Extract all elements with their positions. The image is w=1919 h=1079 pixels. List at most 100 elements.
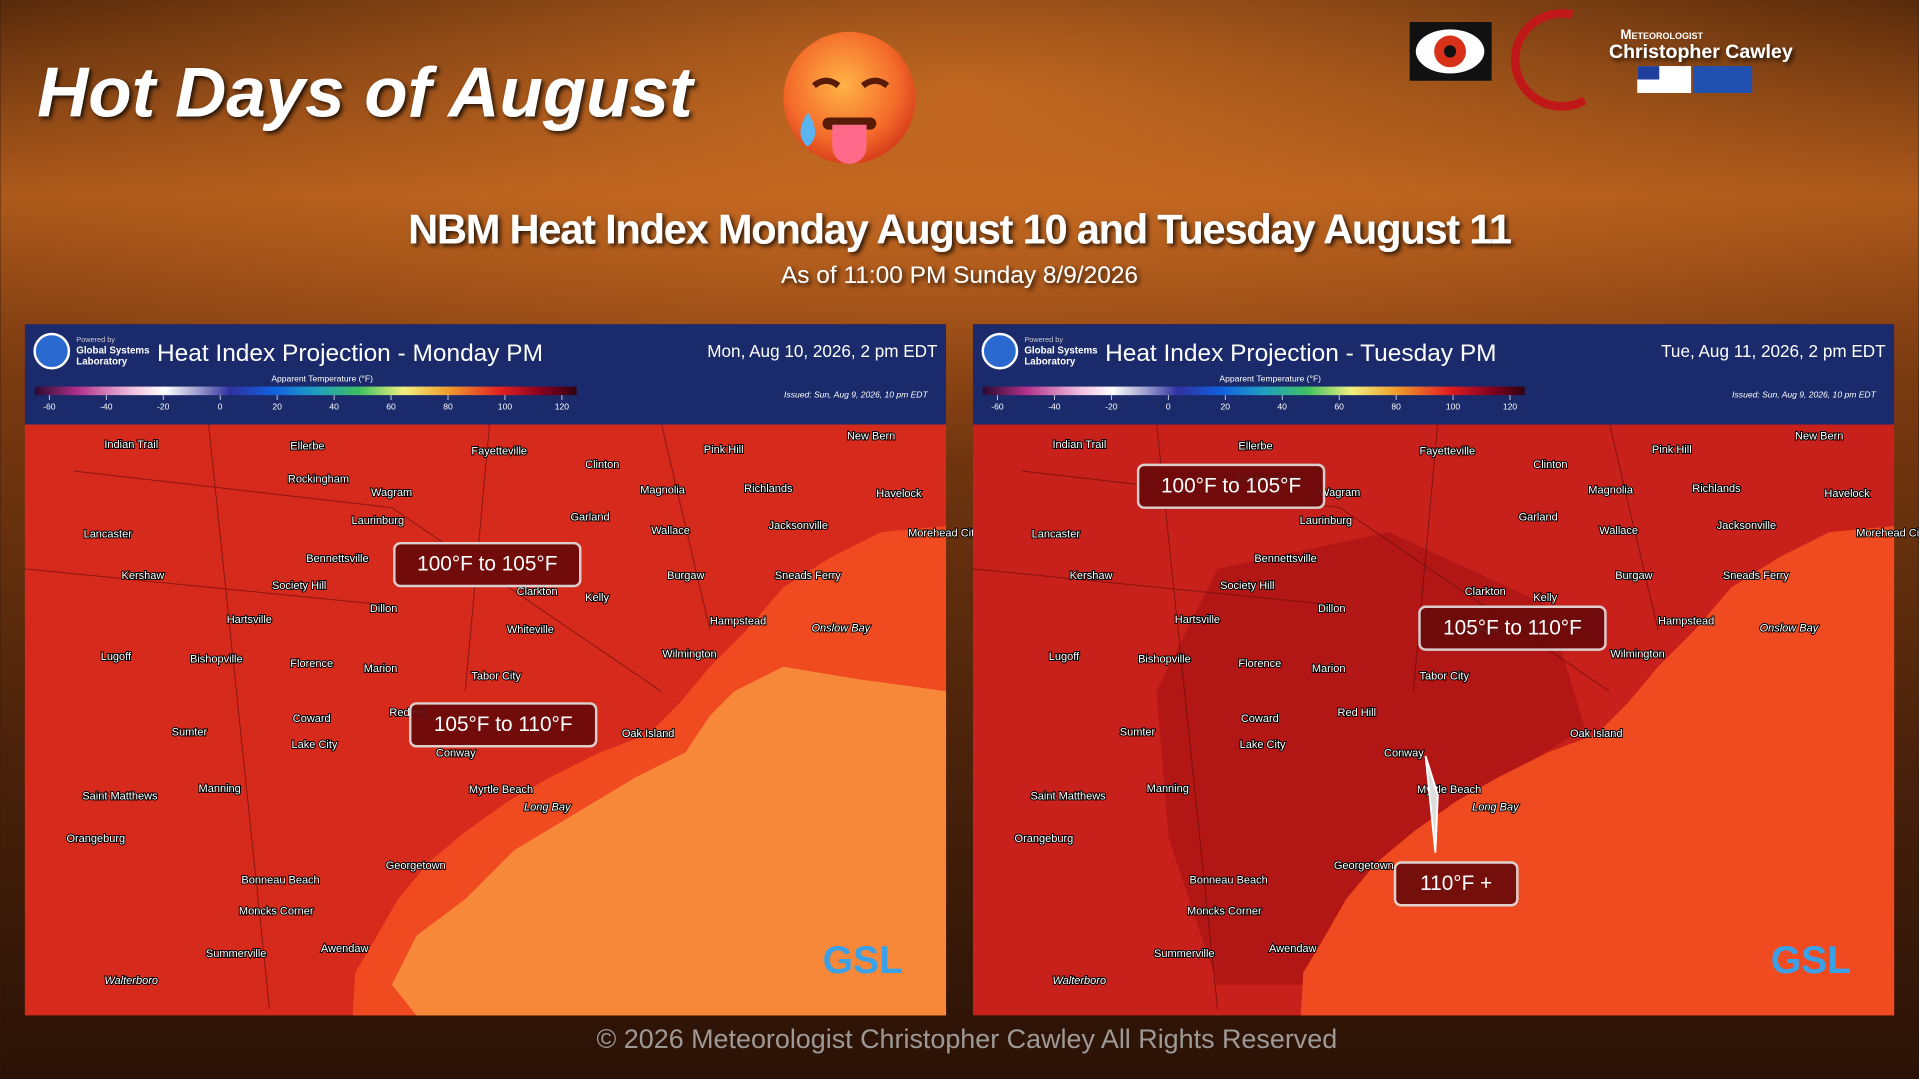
city-label: Wallace (1599, 525, 1638, 537)
colorbar-tick-label: 40 (329, 402, 339, 412)
city-label: Onslow Bay (811, 623, 871, 635)
city-label: Moncks Corner (1187, 905, 1262, 917)
city-label: Morehead City (908, 527, 980, 539)
city-label: Saint Matthews (1030, 790, 1106, 802)
org-name: Global Systems (1024, 346, 1098, 357)
city-label: Lancaster (1032, 529, 1081, 541)
city-label: Walterboro (104, 975, 158, 987)
city-label: Bishopville (1138, 653, 1191, 665)
noaa-logo (981, 332, 1019, 370)
footer: © 2026 Meteorologist Christopher Cawley … (597, 1024, 1338, 1054)
city-label: Morehead City (1856, 527, 1919, 539)
city-label: Havelock (876, 488, 922, 500)
colorbar-tick-label: 0 (218, 402, 223, 412)
colorbar-tick-label: -20 (157, 402, 170, 412)
city-label: Garland (1519, 511, 1558, 523)
city-label: Kershaw (1070, 570, 1113, 582)
city-label: Orangeburg (66, 833, 125, 845)
city-label: Clinton (585, 459, 619, 471)
range-label: 110°F + (1420, 872, 1492, 895)
city-label: Moncks Corner (239, 905, 314, 917)
city-label: Clarkton (1465, 586, 1506, 598)
org-name: Laboratory (1024, 357, 1076, 368)
city-label: Hartsville (227, 614, 272, 626)
colorbar-tick-label: 80 (1391, 402, 1401, 412)
range-label: 100°F to 105°F (417, 553, 557, 576)
city-label: Conway (436, 747, 476, 759)
city-label: Coward (1241, 713, 1279, 725)
org-powered: Powered by (76, 335, 115, 344)
city-label: Bishopville (190, 653, 243, 665)
city-label: Sumter (172, 727, 208, 739)
range-box (393, 541, 582, 588)
org-name: Laboratory (76, 357, 128, 368)
panel-header (972, 324, 1895, 425)
city-label: Florence (290, 658, 333, 670)
emoji (783, 31, 916, 164)
city-label: Rockingham (288, 473, 349, 485)
city-label: Whiteville (507, 624, 554, 636)
city-label: Tabor City (471, 670, 521, 682)
city-label: Kelly (585, 592, 609, 604)
city-label: Jacksonville (1717, 520, 1776, 532)
noaa-logo (33, 332, 71, 370)
city-label: Oak Island (1570, 728, 1623, 740)
city-label: Summerville (206, 948, 267, 960)
city-label: Conway (1384, 747, 1424, 759)
issued: Issued: Sun, Aug 9, 2026, 10 pm EDT (1732, 389, 1876, 399)
city-label: Jacksonville (769, 520, 828, 532)
city-label: Onslow Bay (1760, 623, 1820, 635)
city-label: Wagram (371, 487, 412, 499)
city-label: Havelock (1824, 488, 1870, 500)
city-label: Myrtle Beach (1417, 784, 1481, 796)
city-label: Lake City (1240, 739, 1286, 751)
city-label: Laurinburg (1300, 515, 1353, 527)
panel-date: Tue, Aug 11, 2026, 2 pm EDT (1661, 342, 1886, 361)
panel-title: Heat Index Projection - Monday PM (157, 340, 543, 367)
city-label: Wilmington (662, 648, 716, 660)
city-label: Ellerbe (290, 440, 324, 452)
city-label: Hartsville (1175, 614, 1220, 626)
city-label: Pink Hill (704, 444, 744, 456)
gsl-logo: GSL (823, 939, 903, 982)
colorbar-tick-label: 20 (1220, 402, 1230, 412)
city-label: Dillon (1318, 603, 1346, 615)
city-label: Georgetown (386, 860, 446, 872)
range-label: 105°F to 110°F (1443, 616, 1582, 639)
colorbar-tick-label: -60 (991, 402, 1004, 412)
city-label: Sumter (1120, 727, 1156, 739)
city-label: Wallace (651, 525, 690, 537)
city-label: Bennettsville (1254, 553, 1316, 565)
colorbar-tick-label: 0 (1166, 402, 1171, 412)
city-label: Hampstead (1658, 615, 1714, 627)
colorbar-tick-label: -40 (1048, 402, 1061, 412)
city-label: New Bern (1795, 431, 1843, 443)
city-label: Lugoff (101, 651, 132, 663)
colorbar-tick-label: 40 (1277, 402, 1287, 412)
city-label: Clarkton (517, 586, 558, 598)
city-label: Magnolia (1588, 484, 1634, 496)
colorbar-tick-label: 80 (443, 402, 453, 412)
city-label: Society Hill (272, 580, 326, 592)
colorbar-label: Apparent Temperature (°F) (1219, 374, 1321, 384)
city-label: Pink Hill (1652, 444, 1692, 456)
colorbar (34, 386, 577, 396)
org-powered: Powered by (1024, 335, 1063, 344)
colorbar-tick-label: -20 (1105, 402, 1118, 412)
city-label: Awendaw (321, 943, 369, 955)
subheading: As of 11:00 PM Sunday 8/9/2026 (781, 262, 1138, 289)
title: Hot Days of August (37, 54, 696, 133)
city-label: Sneads Ferry (1723, 570, 1790, 582)
city-label: Kershaw (122, 570, 165, 582)
colorbar-label: Apparent Temperature (°F) (271, 374, 373, 384)
range-box (1418, 605, 1607, 651)
org-name: Global Systems (76, 346, 150, 357)
city-label: Indian Trail (104, 439, 158, 451)
ocean-cool (391, 666, 947, 1016)
city-label: Bennettsville (306, 553, 368, 565)
city-label: Georgetown (1334, 860, 1394, 872)
city-label: Orangeburg (1015, 833, 1074, 845)
city-label: Wagram (1319, 487, 1360, 499)
